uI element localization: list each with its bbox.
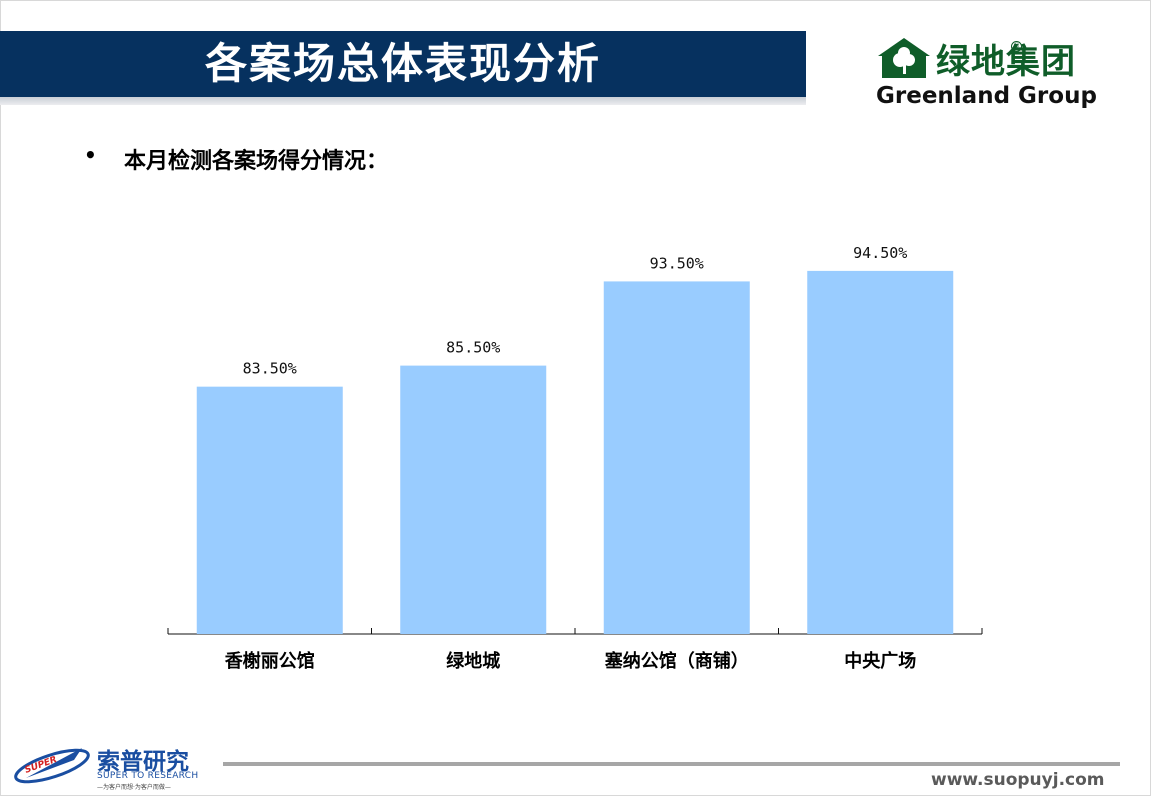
bar [807,270,954,634]
greenland-logo-icon [876,36,932,80]
data-label: 93.50% [650,254,704,272]
page-title: 各案场总体表现分析 [204,39,601,88]
data-label: 94.50% [853,244,907,262]
bar-series [196,270,954,634]
brand-name-cn: 绿地集团 [936,42,1076,82]
footer-website[interactable]: www.suopuyj.com [931,770,1105,790]
data-labels: 83.50% 85.50% 93.50% 94.50% [243,244,908,378]
brand-name-en: Greenland Group [876,83,1097,109]
x-axis-ticks [167,628,983,634]
footer-divider [223,762,1120,766]
title-band [0,31,806,97]
registered-mark: ® [1011,41,1022,52]
title-underline [0,97,806,105]
data-label: 85.50% [446,339,500,357]
footer-company-slogan: —为客户而想·为客户而做— [97,784,171,791]
category-label: 香榭丽公馆 [224,650,315,672]
bar [400,365,547,634]
bullet-icon: • [84,143,97,167]
bar [603,281,750,634]
category-label: 绿地城 [446,650,500,672]
category-label: 中央广场 [844,650,916,672]
footer-company-cn: 索普研究 [97,749,189,775]
footer-company-en: SUPER TO RESEARCH [97,771,199,781]
bar [196,386,343,634]
category-label: 塞纳公馆（商铺） [605,650,749,672]
category-labels: 香榭丽公馆 绿地城 塞纳公馆（商铺） 中央广场 [224,650,917,672]
bullet-heading: 本月检测各案场得分情况： [124,149,389,174]
data-label: 83.50% [243,360,297,378]
suopu-logo-icon: SUPER [12,738,102,788]
